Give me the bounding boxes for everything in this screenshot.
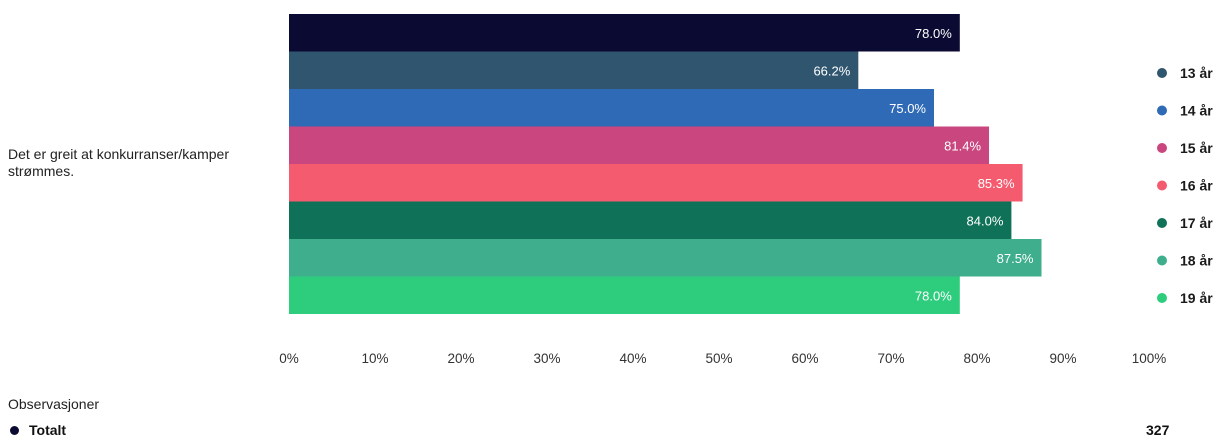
x-tick-label: 50% xyxy=(705,351,732,366)
category-label: Det er greit at konkurranser/kamper strø… xyxy=(8,146,229,179)
observations-title: Observasjoner xyxy=(8,396,100,412)
totalt-dot-icon xyxy=(10,425,19,435)
x-tick-label: 60% xyxy=(791,351,818,366)
bar-value-label: 78.0% xyxy=(915,288,952,303)
x-tick-label: 80% xyxy=(963,351,990,366)
legend-dot-icon xyxy=(1157,293,1167,303)
observations-row-value: 327 xyxy=(1146,422,1170,438)
bar-value-label: 85.3% xyxy=(978,176,1015,191)
bar-17-r xyxy=(289,201,1012,239)
x-tick-label: 10% xyxy=(361,351,388,366)
observations-row-label: Totalt xyxy=(29,422,67,438)
legend-dot-icon xyxy=(1157,218,1167,228)
legend-label: 17 år xyxy=(1180,215,1213,231)
legend-label: 15 år xyxy=(1180,140,1213,156)
x-tick-label: 30% xyxy=(533,351,560,366)
bar-value-label: 78.0% xyxy=(915,26,952,41)
legend-label: 18 år xyxy=(1180,253,1213,269)
bar-value-label: 81.4% xyxy=(944,138,981,153)
legend-label: 14 år xyxy=(1180,103,1213,119)
x-tick-label: 70% xyxy=(877,351,904,366)
bar-value-label: 75.0% xyxy=(889,101,926,116)
bar-13-r xyxy=(289,51,859,89)
legend-dot-icon xyxy=(1157,105,1167,116)
legend-dot-icon xyxy=(1157,255,1167,266)
bar-value-label: 84.0% xyxy=(967,213,1004,228)
bar-value-label: 66.2% xyxy=(813,63,850,78)
bar-16-r xyxy=(289,164,1023,202)
legend-label: 13 år xyxy=(1180,65,1213,81)
observations-row: Totalt xyxy=(8,422,66,438)
x-tick-label: 20% xyxy=(447,351,474,366)
x-tick-label: 90% xyxy=(1049,351,1076,366)
bar-totalt xyxy=(289,14,960,52)
legend-dot-icon xyxy=(1157,180,1167,191)
legend-label: 16 år xyxy=(1180,178,1213,194)
x-tick-label: 40% xyxy=(619,351,646,366)
bar-19-r xyxy=(289,276,960,314)
bar-18-r xyxy=(289,239,1042,277)
x-tick-label: 0% xyxy=(279,351,299,366)
bar-value-label: 87.5% xyxy=(997,251,1034,266)
legend-dot-icon xyxy=(1157,143,1167,153)
bar-14-r xyxy=(289,89,934,127)
legend-dot-icon xyxy=(1157,68,1167,78)
legend-label: 19 år xyxy=(1180,290,1213,306)
bar-15-r xyxy=(289,126,990,164)
x-tick-label: 100% xyxy=(1132,351,1167,366)
